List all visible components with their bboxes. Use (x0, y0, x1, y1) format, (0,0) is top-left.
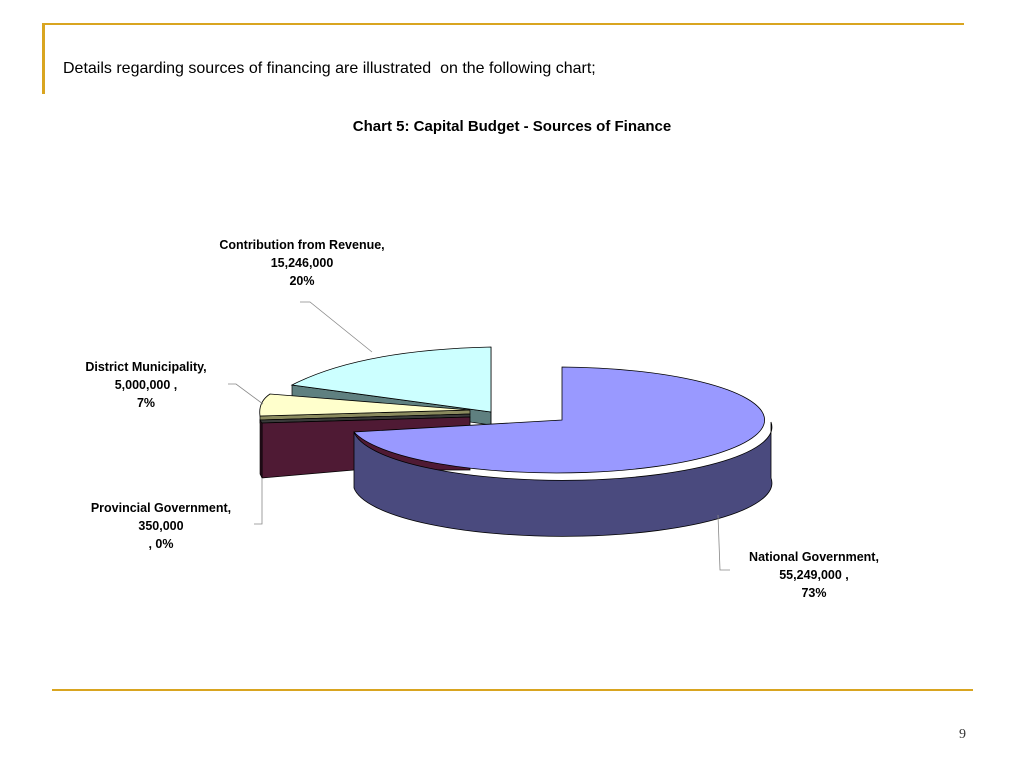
slice-district-municipality (259, 393, 471, 421)
national-top (353, 366, 765, 474)
leader-revenue (300, 301, 373, 353)
label-district-line-3: 7% (136, 396, 156, 410)
label-revenue-line-1: Contribution from Revenue, (219, 238, 385, 252)
label-district-municipality: District Municipality, 5,000,000 , 7% (56, 358, 236, 412)
top-rule (42, 23, 964, 25)
chart-title: Chart 5: Capital Budget - Sources of Fin… (352, 118, 672, 135)
label-provincial-line-2: 350,000 (138, 519, 184, 533)
label-national-line-1: National Government, (749, 550, 879, 564)
leader-lines (228, 301, 730, 571)
label-revenue-line-2: 15,246,000 (270, 256, 334, 270)
leader-national (717, 514, 730, 571)
left-cluster-edge (259, 419, 263, 479)
label-contribution-from-revenue: Contribution from Revenue, 15,246,000 20… (193, 236, 411, 290)
intro-text: Details regarding sources of financing a… (63, 60, 596, 77)
label-national-government: National Government, 55,249,000 , 73% (725, 548, 903, 602)
leader-district (228, 383, 264, 405)
leader-provincial (254, 478, 263, 525)
label-provincial-line-3: , 0% (148, 537, 174, 551)
label-provincial-government: Provincial Government, 350,000 , 0% (66, 499, 256, 553)
label-provincial-line-1: Provincial Government, (90, 501, 232, 515)
bottom-rule (52, 689, 973, 691)
label-district-line-1: District Municipality, (85, 360, 207, 374)
page-number: 9 (959, 727, 966, 742)
left-accent-bar (42, 23, 45, 94)
district-top (259, 393, 471, 417)
slice-national-government (353, 366, 773, 537)
label-national-line-2: 55,249,000 , (779, 568, 849, 582)
revenue-top (290, 346, 492, 413)
label-revenue-line-3: 20% (289, 274, 315, 288)
label-national-line-3: 73% (801, 586, 827, 600)
national-side (353, 421, 773, 537)
label-district-line-2: 5,000,000 , (114, 378, 178, 392)
